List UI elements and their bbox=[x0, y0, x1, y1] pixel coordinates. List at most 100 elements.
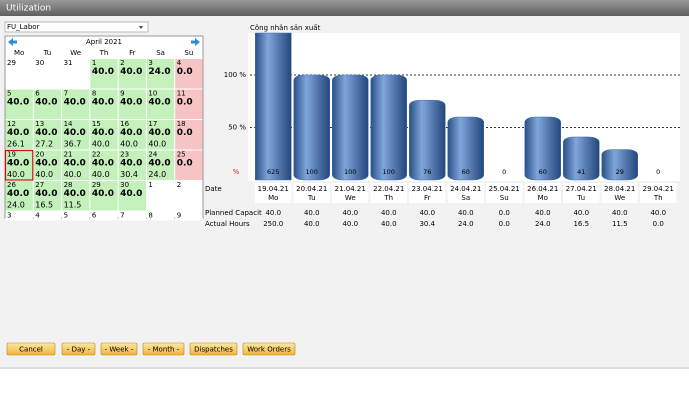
actual-hours: 24.0 bbox=[148, 170, 166, 179]
day-cell[interactable] bbox=[146, 89, 175, 120]
planned-hours: 40.0 bbox=[7, 159, 29, 169]
planned-hours: 40.0 bbox=[148, 128, 170, 138]
prev-month[interactable] bbox=[8, 38, 17, 46]
day-cell[interactable] bbox=[33, 181, 62, 211]
button[interactable] bbox=[189, 342, 238, 356]
day-cell[interactable] bbox=[33, 120, 62, 150]
date-label: 29.04.21 bbox=[643, 185, 674, 193]
day-number: 24 bbox=[148, 151, 157, 159]
day-number: 8 bbox=[92, 90, 96, 98]
day-number: 4 bbox=[177, 59, 182, 67]
day-cell[interactable] bbox=[146, 181, 175, 211]
weekday-label: Th bbox=[653, 194, 663, 202]
day-cell[interactable] bbox=[175, 89, 203, 120]
day-number: 16 bbox=[120, 120, 129, 128]
day-cell[interactable] bbox=[62, 150, 90, 181]
day-cell[interactable] bbox=[5, 211, 33, 221]
actual-hours: 30.4 bbox=[120, 170, 138, 179]
day-number: 13 bbox=[35, 120, 44, 128]
day-cell[interactable] bbox=[62, 211, 90, 221]
button-label: - Week - bbox=[105, 346, 134, 354]
day-cell[interactable] bbox=[175, 150, 203, 181]
button[interactable] bbox=[100, 342, 138, 356]
day-cell[interactable] bbox=[33, 150, 62, 181]
day-cell[interactable] bbox=[118, 89, 146, 120]
day-cell[interactable] bbox=[33, 89, 62, 120]
date-cell bbox=[255, 183, 292, 203]
day-cell[interactable] bbox=[4, 149, 34, 181]
resource-dropdown[interactable] bbox=[4, 21, 149, 33]
day-cell[interactable] bbox=[146, 150, 175, 181]
day-cell[interactable] bbox=[90, 120, 118, 150]
day-cell[interactable] bbox=[118, 211, 146, 221]
day-cell[interactable] bbox=[146, 120, 175, 150]
planned-hours: 40.0 bbox=[64, 189, 86, 199]
date-cell bbox=[563, 183, 600, 203]
day-cell[interactable] bbox=[33, 59, 62, 89]
day-cell[interactable] bbox=[118, 181, 146, 211]
day-cell[interactable] bbox=[146, 59, 175, 89]
next-month[interactable] bbox=[191, 38, 200, 46]
button-label: Work Orders bbox=[247, 346, 291, 354]
button[interactable] bbox=[6, 342, 56, 356]
day-cell[interactable] bbox=[90, 59, 118, 89]
actual-hours: 27.2 bbox=[35, 140, 53, 149]
button[interactable] bbox=[61, 342, 96, 356]
weekday: Sa bbox=[156, 49, 165, 57]
day-cell[interactable] bbox=[175, 59, 203, 89]
day-cell[interactable] bbox=[118, 150, 146, 181]
day-cell[interactable] bbox=[62, 120, 90, 150]
button[interactable] bbox=[142, 342, 185, 356]
day-number: 2 bbox=[120, 59, 124, 67]
day-number: 6 bbox=[35, 90, 40, 98]
actual-value: 30.4 bbox=[419, 220, 435, 228]
weekday: Fr bbox=[129, 49, 136, 57]
day-cell[interactable] bbox=[146, 211, 175, 221]
planned-hours: 40.0 bbox=[35, 98, 57, 108]
day-number: 19 bbox=[7, 151, 16, 159]
actual-value: 40.0 bbox=[381, 220, 397, 228]
day-cell[interactable] bbox=[90, 181, 118, 211]
day-cell[interactable] bbox=[118, 120, 146, 150]
planned-hours: 40.0 bbox=[120, 67, 142, 77]
actual-hours: 40.0 bbox=[148, 140, 166, 149]
day-cell[interactable] bbox=[175, 120, 203, 150]
day-cell[interactable] bbox=[33, 211, 62, 221]
day-number: 29 bbox=[92, 181, 101, 189]
day-cell[interactable] bbox=[5, 181, 33, 211]
day-cell[interactable] bbox=[90, 89, 118, 120]
chart: 50 %100 %62519.04.21Mo40.0250.010020.04.… bbox=[205, 32, 680, 228]
day-cell[interactable] bbox=[5, 59, 33, 89]
day-cell[interactable] bbox=[62, 59, 90, 89]
actual-value: 250.0 bbox=[263, 220, 283, 228]
value-label: 60 bbox=[462, 168, 470, 176]
day-cell[interactable] bbox=[5, 120, 33, 150]
day-cell[interactable] bbox=[90, 211, 118, 221]
day-cell[interactable] bbox=[62, 181, 90, 211]
day-number: 30 bbox=[35, 59, 44, 67]
day-cell[interactable] bbox=[118, 59, 146, 89]
date-label: 26.04.21 bbox=[527, 185, 558, 193]
planned-hours: 40.0 bbox=[92, 67, 114, 77]
planned-value: 40.0 bbox=[304, 209, 320, 217]
date-cell bbox=[447, 183, 484, 203]
planned-hours: 40.0 bbox=[7, 98, 29, 108]
value-label: 76 bbox=[423, 168, 431, 176]
date-label: 25.04.21 bbox=[489, 185, 520, 193]
day-cell[interactable] bbox=[175, 181, 203, 211]
day-cell[interactable] bbox=[62, 89, 90, 120]
day-cell[interactable] bbox=[5, 89, 33, 120]
day-cell[interactable] bbox=[175, 211, 203, 221]
bar bbox=[370, 74, 407, 181]
value-label: 41 bbox=[577, 168, 585, 176]
planned-hours: 0.0 bbox=[177, 128, 193, 138]
planned-hours: 40.0 bbox=[92, 159, 114, 169]
day-number: 27 bbox=[35, 181, 44, 189]
day-number: 1 bbox=[148, 181, 152, 189]
date-cell bbox=[524, 183, 561, 203]
actual-hours: 40.0 bbox=[64, 170, 82, 179]
value-label: 100 bbox=[344, 168, 356, 176]
day-cell[interactable] bbox=[90, 150, 118, 181]
button[interactable] bbox=[242, 342, 296, 356]
